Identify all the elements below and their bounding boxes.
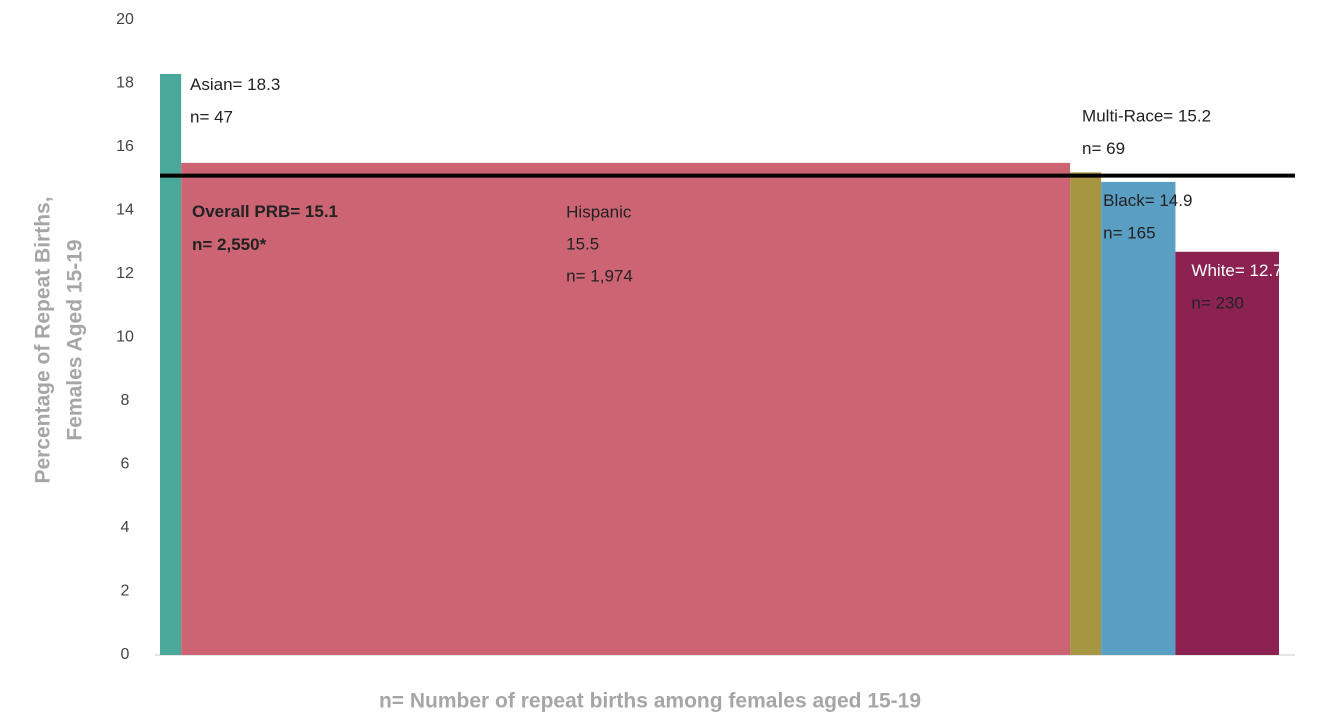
bar xyxy=(1175,251,1279,655)
overall-n-label: n= 2,550* xyxy=(192,235,267,254)
y-tick-label: 10 xyxy=(116,329,134,346)
n-label: n= 165 xyxy=(1103,223,1155,242)
n-label: n= 47 xyxy=(190,107,233,126)
category-label: Black xyxy=(1103,191,1145,210)
overall-label: Overall PRB= 15.1 xyxy=(192,202,338,221)
value-label: = 18.3 xyxy=(233,75,281,94)
y-tick-label: 6 xyxy=(121,456,130,473)
y-axis-title: Females Aged 15-19 xyxy=(64,239,87,440)
bar xyxy=(1101,181,1176,656)
value-label: = 14.9 xyxy=(1145,191,1193,210)
value-label: = 15.2 xyxy=(1163,107,1211,126)
n-label: n= 1,974 xyxy=(566,266,633,285)
category-label: Hispanic xyxy=(566,202,632,221)
x-axis-title: n= Number of repeat births among females… xyxy=(379,690,921,713)
y-tick-label: 12 xyxy=(116,265,134,282)
y-tick-label: 0 xyxy=(121,646,130,663)
y-tick-label: 20 xyxy=(116,11,134,28)
bar-label: White= 12.7 xyxy=(1191,261,1282,280)
n-label: n= 69 xyxy=(1082,139,1125,158)
category-label: Asian xyxy=(190,75,233,94)
y-tick-label: 2 xyxy=(121,583,130,600)
y-tick-label: 18 xyxy=(116,75,134,92)
value-label: = 12.7 xyxy=(1235,261,1283,280)
y-tick-label: 4 xyxy=(121,519,130,536)
value-label: 15.5 xyxy=(566,234,599,253)
y-tick-label: 16 xyxy=(116,138,134,155)
n-label: n= 230 xyxy=(1191,293,1243,312)
y-axis-title: Percentage of Repeat Births, xyxy=(32,196,55,483)
bar xyxy=(181,162,1071,655)
y-tick-label: 8 xyxy=(121,392,130,409)
bar xyxy=(1070,172,1102,655)
category-label: Multi-Race xyxy=(1082,107,1163,126)
category-label: White xyxy=(1191,261,1234,280)
y-tick-label: 14 xyxy=(116,202,134,219)
bar-label: Multi-Race= 15.2 xyxy=(1082,107,1211,126)
bar-label: Black= 14.9 xyxy=(1103,191,1192,210)
bar xyxy=(160,73,182,656)
bar-label: Asian= 18.3 xyxy=(190,75,280,94)
